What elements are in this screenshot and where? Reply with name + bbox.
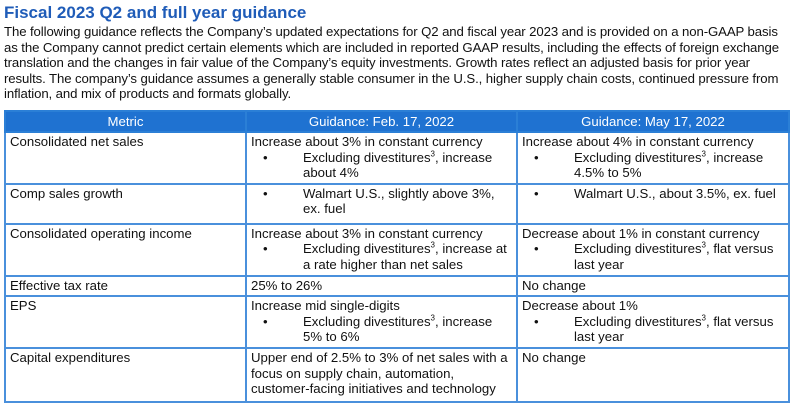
header-feb: Guidance: Feb. 17, 2022 [245, 109, 518, 133]
bullet-item: Excluding divestitures3, increase about … [263, 149, 512, 181]
bullet-item: Excluding divestitures3, increase at a r… [263, 240, 512, 272]
bullet-item: Excluding divestitures3, flat versus las… [534, 240, 784, 272]
bullet-text: , increase at a rate higher than net sal… [303, 241, 507, 272]
metric-cell: Consolidated net sales [4, 130, 247, 185]
bullet-text: Excluding divestitures [303, 313, 431, 329]
guidance-feb-cell: Walmart U.S., slightly above 3%, ex. fue… [245, 182, 518, 225]
bullet-text: Excluding divestitures [574, 241, 702, 257]
intro-paragraph: The following guidance reflects the Comp… [4, 24, 779, 102]
footnote-ref: 3 [430, 240, 435, 250]
table-row: Comp sales growth Walmart U.S., slightly … [4, 182, 790, 225]
guidance-may-cell: No change [516, 347, 790, 403]
guidance-feb-cell: Upper end of 2.5% to 3% of net sales wit… [245, 347, 518, 403]
footnote-ref: 3 [701, 149, 706, 159]
table-row: Consolidated net sales Increase about 3% … [4, 130, 790, 185]
metric-cell: Capital expenditures [4, 347, 247, 403]
guidance-table: Metric Guidance: Feb. 17, 2022 Guidance:… [4, 109, 790, 403]
header-metric: Metric [4, 109, 247, 133]
guidance-may-cell: Decrease about 1%Excluding divestitures3… [516, 295, 790, 350]
footnote-ref: 3 [430, 149, 435, 159]
guidance-may-cell: No change [516, 274, 790, 298]
guidance-text: Upper end of 2.5% to 3% of net sales wit… [251, 350, 508, 397]
guidance-feb-cell: Increase mid single-digitsExcluding dive… [245, 295, 518, 350]
footnote-ref: 3 [701, 313, 706, 323]
table-header-row: Metric Guidance: Feb. 17, 2022 Guidance:… [4, 109, 790, 133]
bullet-text: , increase 5% to 6% [303, 313, 493, 345]
page-title: Fiscal 2023 Q2 and full year guidance [4, 3, 307, 22]
guidance-feb-cell: 25% to 26% [245, 274, 518, 298]
bullet-text: Excluding divestitures [574, 149, 702, 165]
guidance-text: Decrease about 1% [522, 298, 638, 314]
bullet-text: , increase about 4% [303, 149, 493, 181]
footnote-ref: 3 [430, 313, 435, 323]
guidance-text: Decrease about 1% in constant currency [522, 225, 760, 241]
bullet-item: Excluding divestitures3, flat versus las… [534, 313, 784, 345]
table-row: Capital expenditures Upper end of 2.5% to… [4, 347, 790, 403]
guidance-feb-cell: Increase about 3% in constant currencyEx… [245, 222, 518, 277]
guidance-text: 25% to 26% [251, 277, 323, 293]
table-row: Consolidated operating income Increase ab… [4, 222, 790, 277]
guidance-may-cell: Decrease about 1% in constant currencyEx… [516, 222, 790, 277]
bullet-item: Walmart U.S., about 3.5%, ex. fuel [534, 186, 784, 202]
header-may: Guidance: May 17, 2022 [516, 109, 790, 133]
metric-cell: Consolidated operating income [4, 222, 247, 277]
guidance-text: No change [522, 277, 586, 293]
guidance-text: Increase mid single-digits [251, 298, 400, 314]
bullet-text: , flat versus last year [574, 241, 774, 272]
bullet-text: , increase 4.5% to 5% [574, 149, 764, 181]
metric-cell: Comp sales growth [4, 182, 247, 225]
bullet-text: Excluding divestitures [574, 313, 702, 329]
table-row: Effective tax rate 25% to 26% No change [4, 274, 790, 298]
guidance-may-cell: Walmart U.S., about 3.5%, ex. fuel [516, 182, 790, 225]
bullet-item: Excluding divestitures3, increase 5% to … [263, 313, 512, 345]
guidance-feb-cell: Increase about 3% in constant currencyEx… [245, 130, 518, 185]
bullet-text: Excluding divestitures [303, 241, 431, 257]
guidance-may-cell: Increase about 4% in constant currencyEx… [516, 130, 790, 185]
guidance-text: Increase about 4% in constant currency [522, 133, 754, 149]
guidance-text: Increase about 3% in constant currency [251, 225, 483, 241]
guidance-text: No change [522, 350, 586, 366]
footnote-ref: 3 [701, 240, 706, 250]
bullet-text: , flat versus last year [574, 313, 774, 345]
metric-cell: EPS [4, 295, 247, 350]
metric-cell: Effective tax rate [4, 274, 247, 298]
bullet-item: Excluding divestitures3, increase 4.5% t… [534, 149, 784, 181]
bullet-text: Excluding divestitures [303, 149, 431, 165]
guidance-text: Increase about 3% in constant currency [251, 133, 483, 149]
bullet-item: Walmart U.S., slightly above 3%, ex. fue… [263, 186, 512, 217]
